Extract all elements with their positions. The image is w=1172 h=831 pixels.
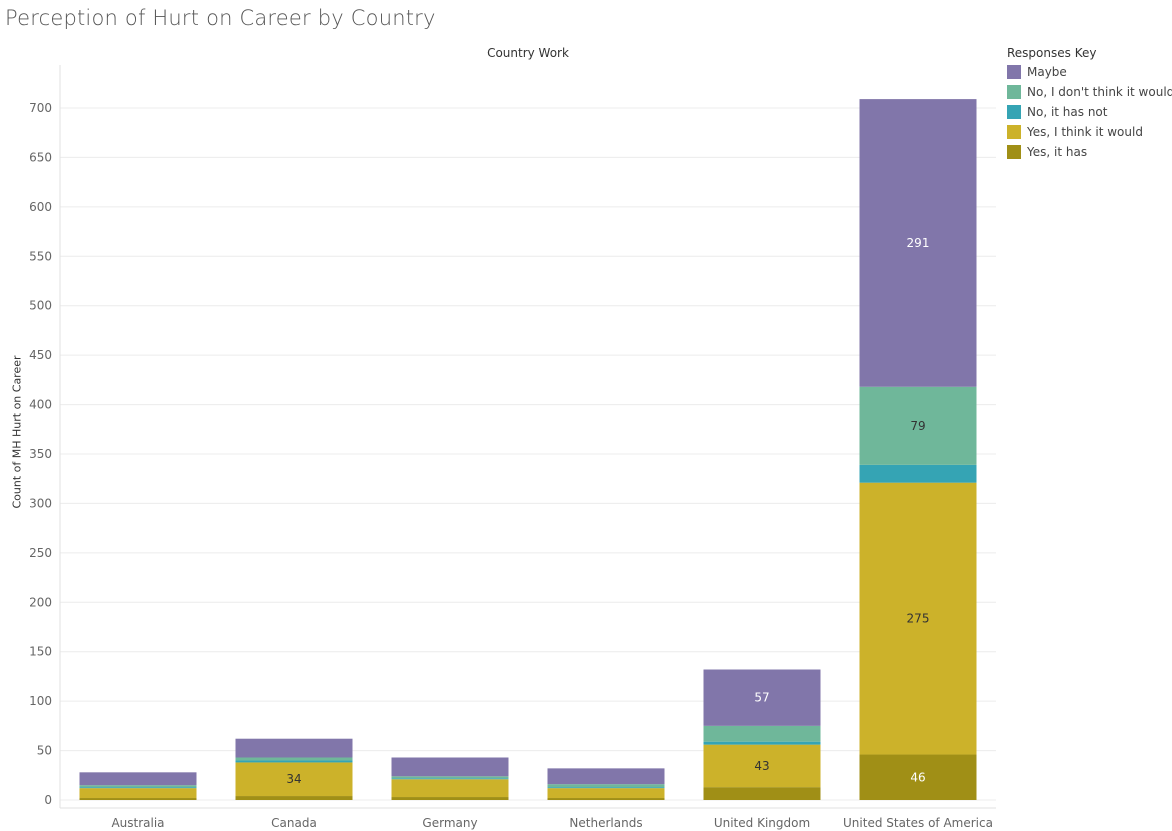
bar-segment-yes-it-has (235, 796, 353, 800)
legend-label: No, it has not (1027, 105, 1108, 119)
stacked-bar-chart: 0 50 100 150 200 250 300 350 400 450 500 550 600 650 7… (29, 65, 996, 830)
legend-item[interactable]: Yes, I think it would (1007, 122, 1172, 142)
legend-label: Maybe (1027, 65, 1067, 79)
x-tick-label: Netherlands (569, 816, 642, 830)
bar-segment-no-i-don-t-think-it-would (235, 757, 353, 761)
x-tick-label: Australia (111, 816, 164, 830)
y-tick-label: 350 (29, 447, 52, 461)
chart-title: Perception of Hurt on Career by Country (5, 6, 436, 30)
bar-segment-no-i-don-t-think-it-would (547, 784, 665, 788)
bar-segment-yes-it-has (703, 787, 821, 800)
bar-segment-no-it-has-not (703, 741, 821, 745)
y-tick-label: 0 (44, 793, 52, 807)
data-label: 43 (754, 759, 769, 773)
bar-segment-no-it-has-not (859, 464, 977, 483)
legend-title: Responses Key (1007, 46, 1097, 60)
bar-segment-yes-it-has (547, 798, 665, 800)
data-label: 57 (754, 691, 769, 705)
bar-segment-maybe (859, 99, 977, 387)
bar-segment-no-it-has-not (79, 787, 197, 789)
bar-segment-yes-it-has (859, 754, 977, 800)
legend-swatch (1007, 105, 1021, 119)
y-tick-label: 450 (29, 348, 52, 362)
x-tick-label: United States of America (843, 816, 993, 830)
bar-segment-maybe (703, 669, 821, 726)
bar-segment-maybe (391, 757, 509, 777)
y-tick-label: 50 (37, 744, 52, 758)
bar-segment-yes-it-has (79, 798, 197, 800)
y-tick-label: 550 (29, 249, 52, 263)
y-tick-label: 500 (29, 299, 52, 313)
y-tick-label: 100 (29, 694, 52, 708)
bar-segment-yes-it-has (391, 797, 509, 800)
legend-item[interactable]: No, I don't think it would (1007, 82, 1172, 102)
legend-swatch (1007, 65, 1021, 79)
legend-swatch (1007, 125, 1021, 139)
bar-segment-no-i-don-t-think-it-would (859, 386, 977, 465)
legend-item[interactable]: Maybe (1007, 62, 1172, 82)
data-label: 291 (907, 236, 930, 250)
bar-segment-maybe (79, 772, 197, 786)
data-label: 46 (910, 770, 925, 784)
legend-label: Yes, I think it would (1027, 125, 1143, 139)
bar-segment-yes-i-think-it-would (703, 744, 821, 788)
bar-segment-yes-i-think-it-would (235, 762, 353, 797)
bar-segment-yes-i-think-it-would (391, 779, 509, 798)
bar-segment-no-i-don-t-think-it-would (391, 776, 509, 779)
bar-segment-maybe (547, 768, 665, 785)
y-tick-label: 400 (29, 398, 52, 412)
x-tick-label: Canada (271, 816, 317, 830)
y-tick-label: 600 (29, 200, 52, 214)
legend-label: No, I don't think it would (1027, 85, 1172, 99)
legend-swatch (1007, 85, 1021, 99)
data-label: 79 (910, 419, 925, 433)
bar-segment-no-it-has-not (391, 778, 509, 780)
data-label: 275 (907, 612, 930, 626)
bar-segment-maybe (235, 738, 353, 758)
legend-swatch (1007, 145, 1021, 159)
legend-label: Yes, it has (1027, 145, 1088, 159)
x-tick-label: United Kingdom (714, 816, 810, 830)
bar-segment-no-i-don-t-think-it-would (703, 725, 821, 742)
bar-segment-yes-i-think-it-would (547, 788, 665, 799)
bar-segment-yes-i-think-it-would (79, 788, 197, 799)
bar-segment-no-i-don-t-think-it-would (79, 785, 197, 788)
legend: Responses Key Maybe No, I don't think it … (1007, 46, 1172, 162)
y-tick-label: 200 (29, 595, 52, 609)
legend-item[interactable]: Yes, it has (1007, 142, 1172, 162)
column-header: Country Work (487, 46, 569, 60)
bar-segment-no-it-has-not (235, 760, 353, 763)
y-tick-label: 250 (29, 546, 52, 560)
data-label: 34 (286, 772, 301, 786)
y-tick-label: 150 (29, 645, 52, 659)
y-tick-label: 700 (29, 101, 52, 115)
y-tick-label: 300 (29, 496, 52, 510)
y-tick-label: 650 (29, 150, 52, 164)
bar-segment-yes-i-think-it-would (859, 482, 977, 755)
legend-item[interactable]: No, it has not (1007, 102, 1172, 122)
bar-segment-no-it-has-not (547, 787, 665, 789)
x-tick-label: Germany (422, 816, 477, 830)
